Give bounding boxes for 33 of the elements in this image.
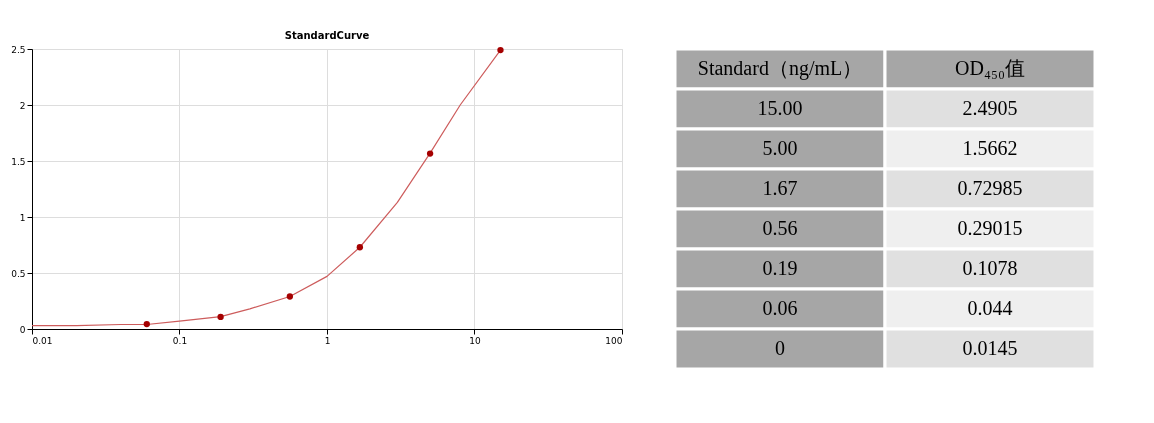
category-label: 15.00 — [757, 97, 803, 119]
y-tick-label: 0 — [19, 324, 26, 335]
x-tick-label: 100 — [605, 335, 623, 346]
text: OD₄₅₀值 — [955, 57, 1025, 79]
text: 1.5662 — [962, 137, 1018, 159]
y-tick-label: 1.5 — [11, 156, 26, 167]
x-tick-label: 0.1 — [172, 335, 188, 346]
x-tick-label: 10 — [469, 335, 481, 346]
text: 2.4905 — [962, 97, 1018, 119]
y-tick-label: 0.5 — [11, 268, 26, 279]
y-tick-label: 2.5 — [11, 44, 26, 55]
point — [286, 293, 294, 300]
category-label: 5.00 — [762, 137, 798, 159]
text: 0.72985 — [957, 177, 1023, 199]
category-label: 0 — [775, 337, 785, 359]
point — [217, 313, 224, 321]
point — [497, 46, 504, 54]
point — [426, 150, 434, 157]
text: 0.0145 — [962, 337, 1018, 359]
x-tick-label: 1 — [324, 335, 331, 346]
category-label: 0.19 — [762, 257, 798, 279]
text: Standard（ng/mL） — [697, 57, 863, 80]
category-label: 0.56 — [762, 217, 798, 239]
point — [356, 244, 364, 251]
y-tick-label: 1 — [19, 212, 26, 223]
text: 0.1078 — [962, 257, 1018, 279]
y-tick-label: 2 — [19, 100, 26, 111]
text: 0.29015 — [957, 217, 1023, 239]
text: 0.044 — [967, 297, 1013, 319]
category-label: 1.67 — [762, 177, 798, 199]
x-tick-label: 0.01 — [32, 335, 53, 346]
category-label: 0.06 — [762, 297, 798, 319]
chart-title: StandardCurve — [284, 30, 370, 41]
